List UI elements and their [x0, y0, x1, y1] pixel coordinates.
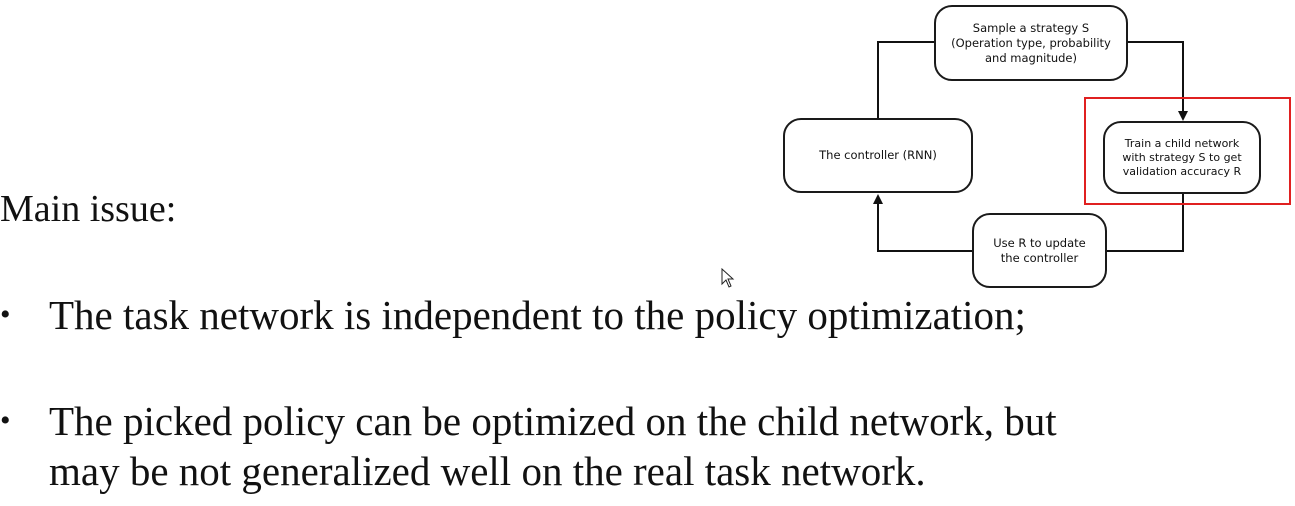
bullet-item-2: The picked policy can be optimized on th…: [49, 398, 1057, 494]
section-heading: Main issue:: [0, 188, 177, 230]
bullet-marker: •: [0, 298, 11, 331]
node-controller-rnn: The controller (RNN): [783, 118, 973, 193]
node-sample-strategy: Sample a strategy S (Operation type, pro…: [934, 5, 1128, 81]
connector-train-to-update: [1107, 194, 1184, 252]
connector-sample-to-train: [1128, 41, 1188, 121]
node-update-controller: Use R to update the controller: [972, 213, 1107, 288]
highlight-box: [1084, 97, 1291, 205]
bullet-item-1: The task network is independent to the p…: [49, 292, 1026, 338]
node-train-child-network: Train a child network with strategy S to…: [1103, 121, 1261, 194]
connector-update-to-controller: [873, 194, 972, 252]
mouse-pointer-icon: [721, 268, 735, 288]
connector-controller-to-sample: [877, 41, 934, 118]
bullet-marker: •: [0, 404, 11, 437]
